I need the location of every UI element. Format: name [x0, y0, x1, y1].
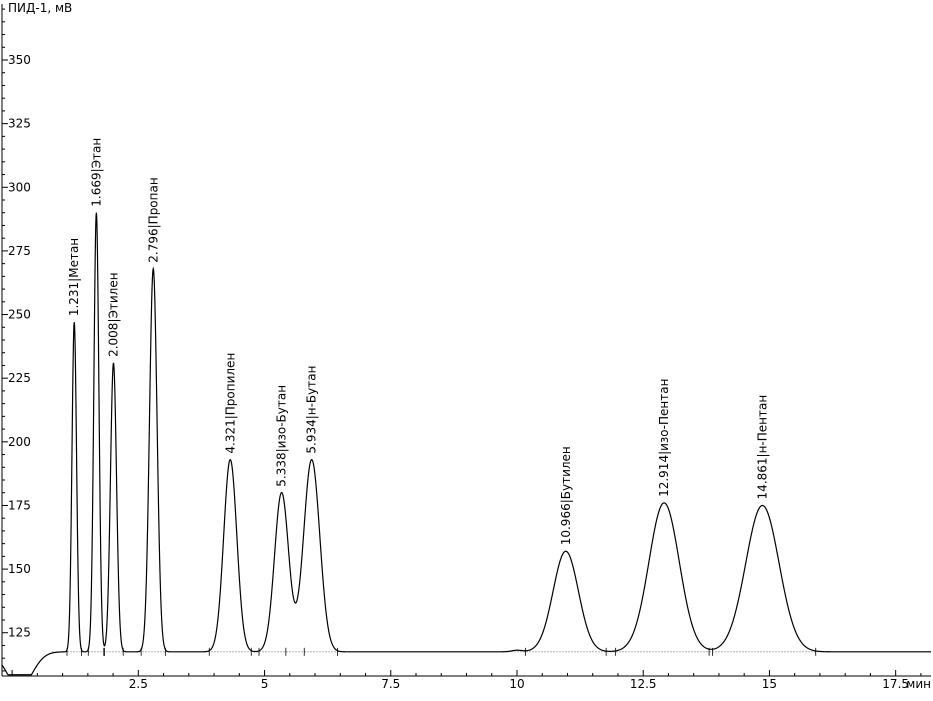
- y-tick-label: 150: [8, 562, 31, 576]
- peak-label: 12.914|изо-Пентан: [657, 379, 671, 497]
- x-tick-label: 17.5: [882, 677, 909, 691]
- peak-label: 2.008|Этилен: [106, 272, 120, 356]
- x-tick-label: 12.5: [630, 677, 657, 691]
- peak-label: 4.321|Пропилен: [223, 353, 237, 454]
- y-tick-label: 300: [8, 180, 31, 194]
- y-tick-label: 225: [8, 371, 31, 385]
- y-tick-label: 350: [8, 53, 31, 67]
- peak-label: 2.796|Пропан: [146, 177, 160, 262]
- x-tick-label: 15: [762, 677, 777, 691]
- y-axis-ticks: 125 150 175 200 225 250 275 300 325 350: [2, 8, 31, 672]
- peak-label: 1.669|Этан: [89, 138, 103, 207]
- x-tick-label: 5: [261, 677, 269, 691]
- peak-label: 14.861|н-Пентан: [755, 395, 769, 500]
- peak-label: 10.966|Бутилен: [559, 446, 573, 545]
- axes: [1, 4, 931, 677]
- x-tick-label: 7.5: [381, 677, 400, 691]
- signal-trace: [1, 212, 931, 676]
- peak-label: 5.934|н-Бутан: [305, 366, 319, 454]
- peak-label: 1.231|Метан: [67, 238, 81, 316]
- y-axis-title: ПИД-1, мВ: [8, 1, 72, 15]
- peak-label: 5.338|изо-Бутан: [275, 385, 289, 487]
- x-axis-ticks: 2.5 5 7.5 10 12.5 15 17.5: [11, 670, 922, 691]
- peak-integration-marks: [66, 647, 817, 656]
- y-tick-label: 200: [8, 435, 31, 449]
- y-tick-label: 175: [8, 498, 31, 512]
- y-tick-label: 125: [8, 626, 31, 640]
- x-axis-title: мин: [906, 677, 931, 691]
- x-tick-label: 10: [509, 677, 524, 691]
- x-tick-label: 2.5: [129, 677, 148, 691]
- y-tick-label: 325: [8, 117, 31, 131]
- y-tick-label: 275: [8, 244, 31, 258]
- y-tick-label: 250: [8, 308, 31, 322]
- peak-labels: 1.231|Метан 1.669|Этан 2.008|Этилен 2.796|П…: [67, 138, 769, 546]
